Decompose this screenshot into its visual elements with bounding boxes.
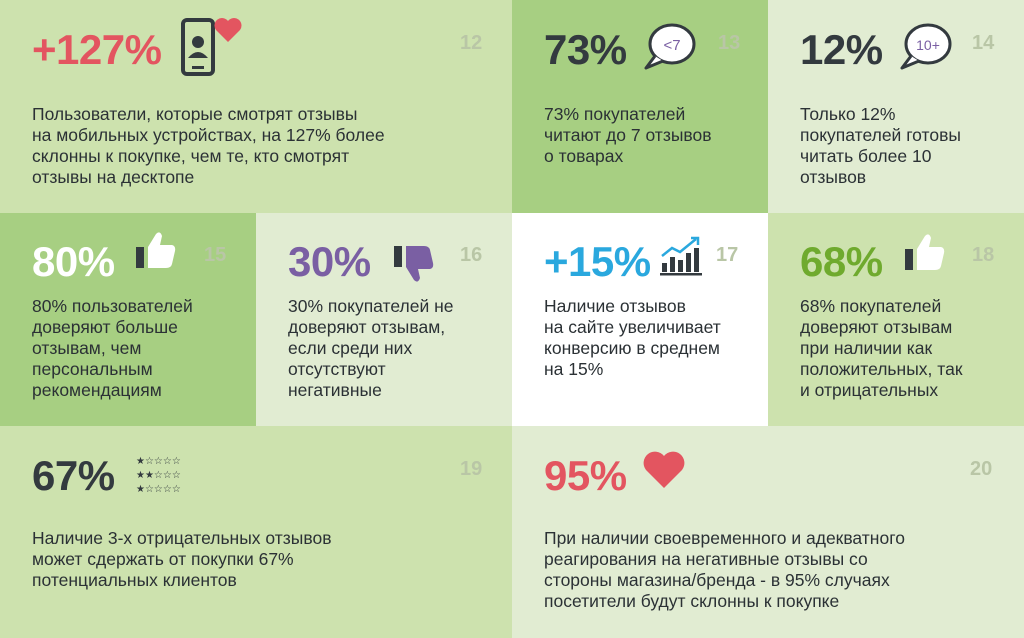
star-rating-row: ★☆☆☆☆ — [136, 456, 181, 467]
card-16 — [256, 213, 512, 426]
heart-icon — [641, 450, 687, 495]
card-text: Пользователи, которые смотрят отзывы на … — [32, 104, 385, 187]
thumbs-down-icon — [392, 244, 436, 289]
phone-heart-icon — [180, 16, 246, 83]
card-text: Наличие отзывов на сайте увеличивает кон… — [544, 296, 721, 379]
card-17 — [512, 213, 768, 426]
card-number: 20 — [970, 458, 993, 480]
speech-bubble-icon: <7 — [643, 20, 697, 79]
card-number: 18 — [972, 244, 995, 266]
card-number: 14 — [972, 32, 995, 54]
speech-bubble-text: <7 — [663, 37, 680, 54]
stat-value: 73% — [544, 26, 627, 73]
card-text: 68% покупателей доверяют отзывам при нал… — [800, 296, 963, 400]
card-number: 13 — [718, 32, 741, 54]
stat-value: 12% — [800, 26, 883, 73]
card-15 — [0, 213, 256, 426]
star-rating-row: ★★☆☆☆ — [136, 470, 181, 481]
speech-bubble-text: 10+ — [916, 37, 940, 53]
card-text: 73% покупателей читают до 7 отзывов о то… — [544, 104, 712, 166]
stat-value: +15% — [544, 238, 651, 285]
card-20 — [512, 426, 1024, 638]
thumbs-up-icon — [134, 230, 178, 275]
card-12 — [0, 0, 512, 213]
card-18 — [768, 213, 1024, 426]
card-number: 15 — [204, 244, 227, 266]
card-text: Только 12% покупателей готовы читать бол… — [800, 104, 961, 187]
speech-bubble-icon: 10+ — [899, 20, 953, 79]
stat-value: 80% — [32, 238, 115, 285]
card-13 — [512, 0, 768, 213]
card-text: 30% покупателей не доверяют отзывам, есл… — [288, 296, 454, 400]
stat-value: 30% — [288, 238, 371, 285]
stat-value: 68% — [800, 238, 883, 285]
growth-chart-icon — [660, 236, 704, 281]
card-text: Наличие 3-х отрицательных отзывов может … — [32, 528, 332, 590]
card-number: 19 — [460, 458, 483, 480]
card-number: 12 — [460, 32, 483, 54]
card-number: 16 — [460, 244, 483, 266]
star-rating-row: ★☆☆☆☆ — [136, 484, 181, 495]
stat-value: 67% — [32, 452, 115, 499]
card-number: 17 — [716, 244, 739, 266]
card-19 — [0, 426, 512, 638]
card-text: 80% пользователей доверяют больше отзыва… — [32, 296, 193, 400]
thumbs-up-icon — [903, 232, 947, 277]
card-14 — [768, 0, 1024, 213]
card-text: При наличии своевременного и адекватного… — [544, 528, 905, 611]
stat-value: +127% — [32, 26, 162, 73]
star-ratings-icon: ★☆☆☆☆ ★★☆☆☆ ★☆☆☆☆ — [136, 455, 181, 497]
stat-value: 95% — [544, 452, 627, 499]
